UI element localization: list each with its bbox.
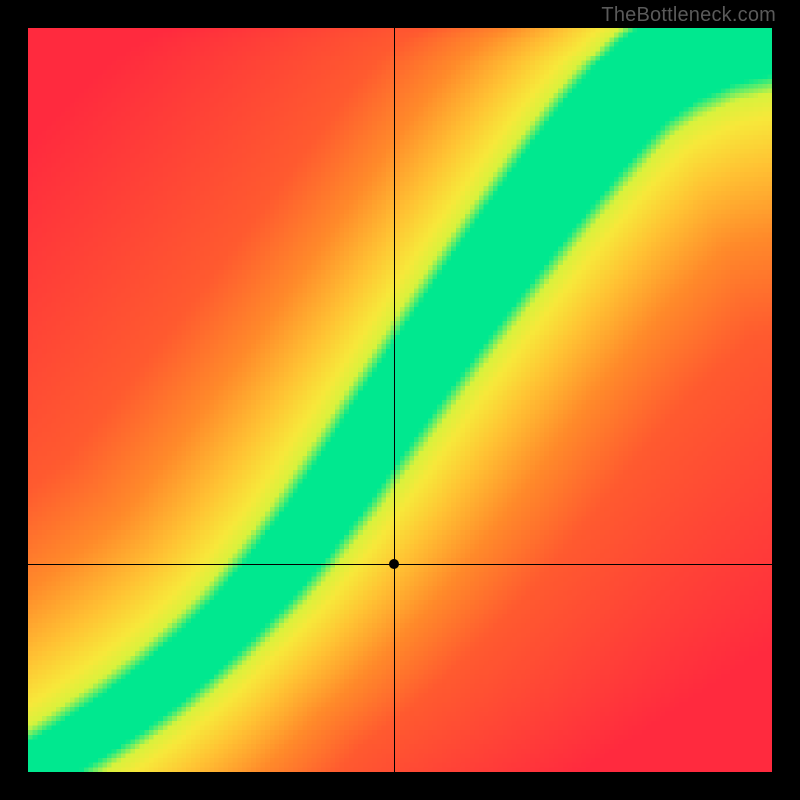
crosshair-marker <box>389 559 399 569</box>
crosshair-vertical <box>394 28 395 772</box>
chart-container: { "watermark": { "text": "TheBottleneck.… <box>0 0 800 800</box>
crosshair-horizontal <box>28 564 772 565</box>
bottleneck-heatmap <box>28 28 772 772</box>
watermark-text: TheBottleneck.com <box>601 4 776 27</box>
